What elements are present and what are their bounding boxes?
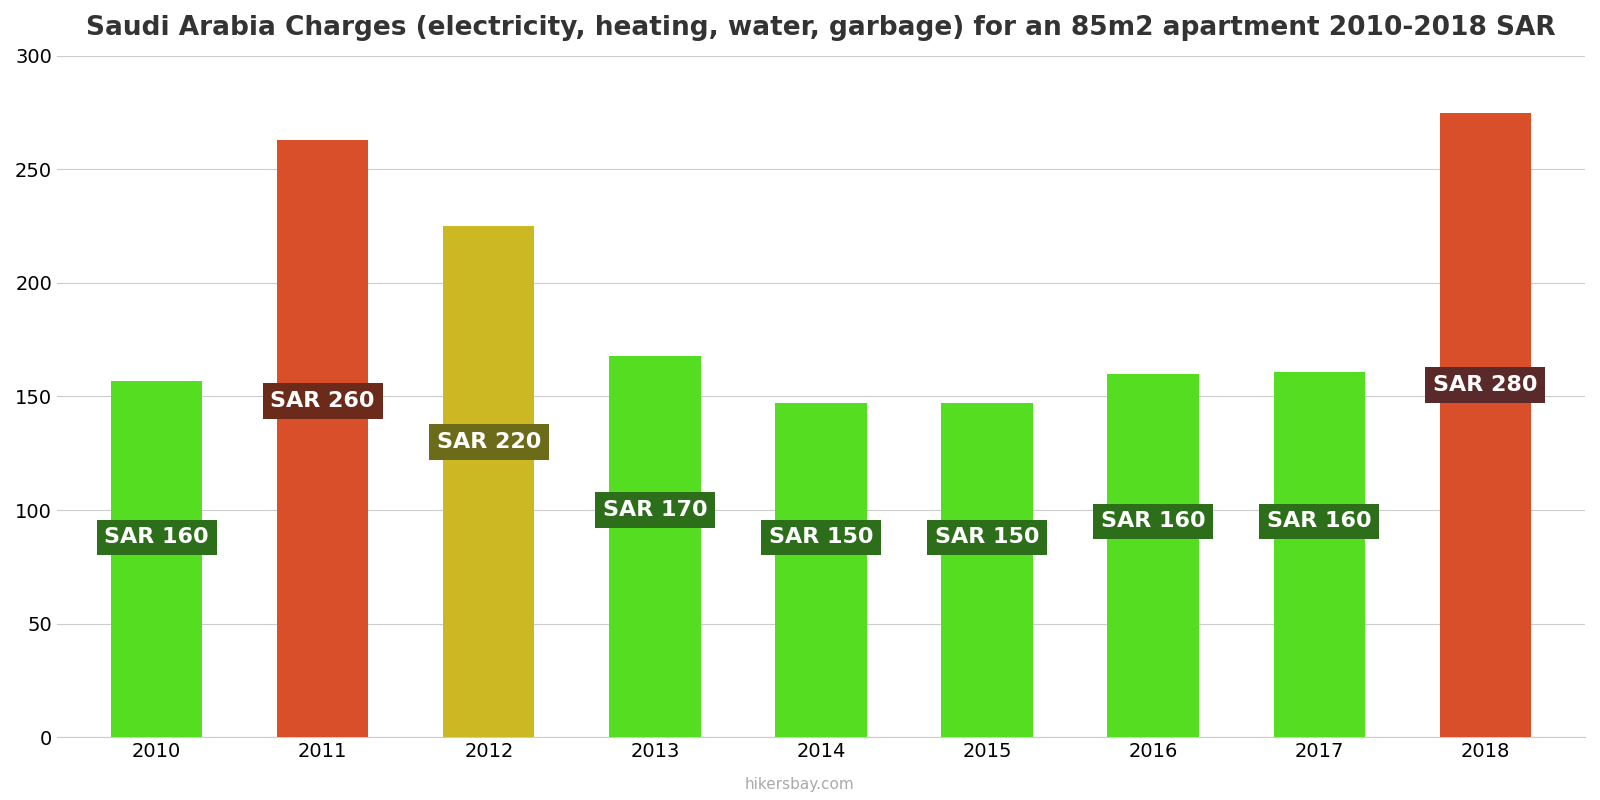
Title: Saudi Arabia Charges (electricity, heating, water, garbage) for an 85m2 apartmen: Saudi Arabia Charges (electricity, heati… xyxy=(86,15,1555,41)
Text: SAR 160: SAR 160 xyxy=(1101,511,1205,531)
Bar xyxy=(1274,371,1365,737)
Text: SAR 150: SAR 150 xyxy=(934,527,1040,547)
Bar xyxy=(1107,374,1198,737)
Bar xyxy=(1440,113,1531,737)
Text: SAR 260: SAR 260 xyxy=(270,391,374,411)
Text: hikersbay.com: hikersbay.com xyxy=(746,777,854,792)
Bar xyxy=(941,403,1032,737)
Bar xyxy=(443,226,534,737)
Text: SAR 160: SAR 160 xyxy=(104,527,210,547)
Text: SAR 160: SAR 160 xyxy=(1267,511,1371,531)
Bar xyxy=(610,356,701,737)
Text: SAR 280: SAR 280 xyxy=(1434,375,1538,395)
Bar xyxy=(776,403,867,737)
Bar xyxy=(277,140,368,737)
Bar xyxy=(110,381,202,737)
Text: SAR 220: SAR 220 xyxy=(437,432,541,452)
Text: SAR 150: SAR 150 xyxy=(768,527,874,547)
Text: SAR 170: SAR 170 xyxy=(603,500,707,520)
